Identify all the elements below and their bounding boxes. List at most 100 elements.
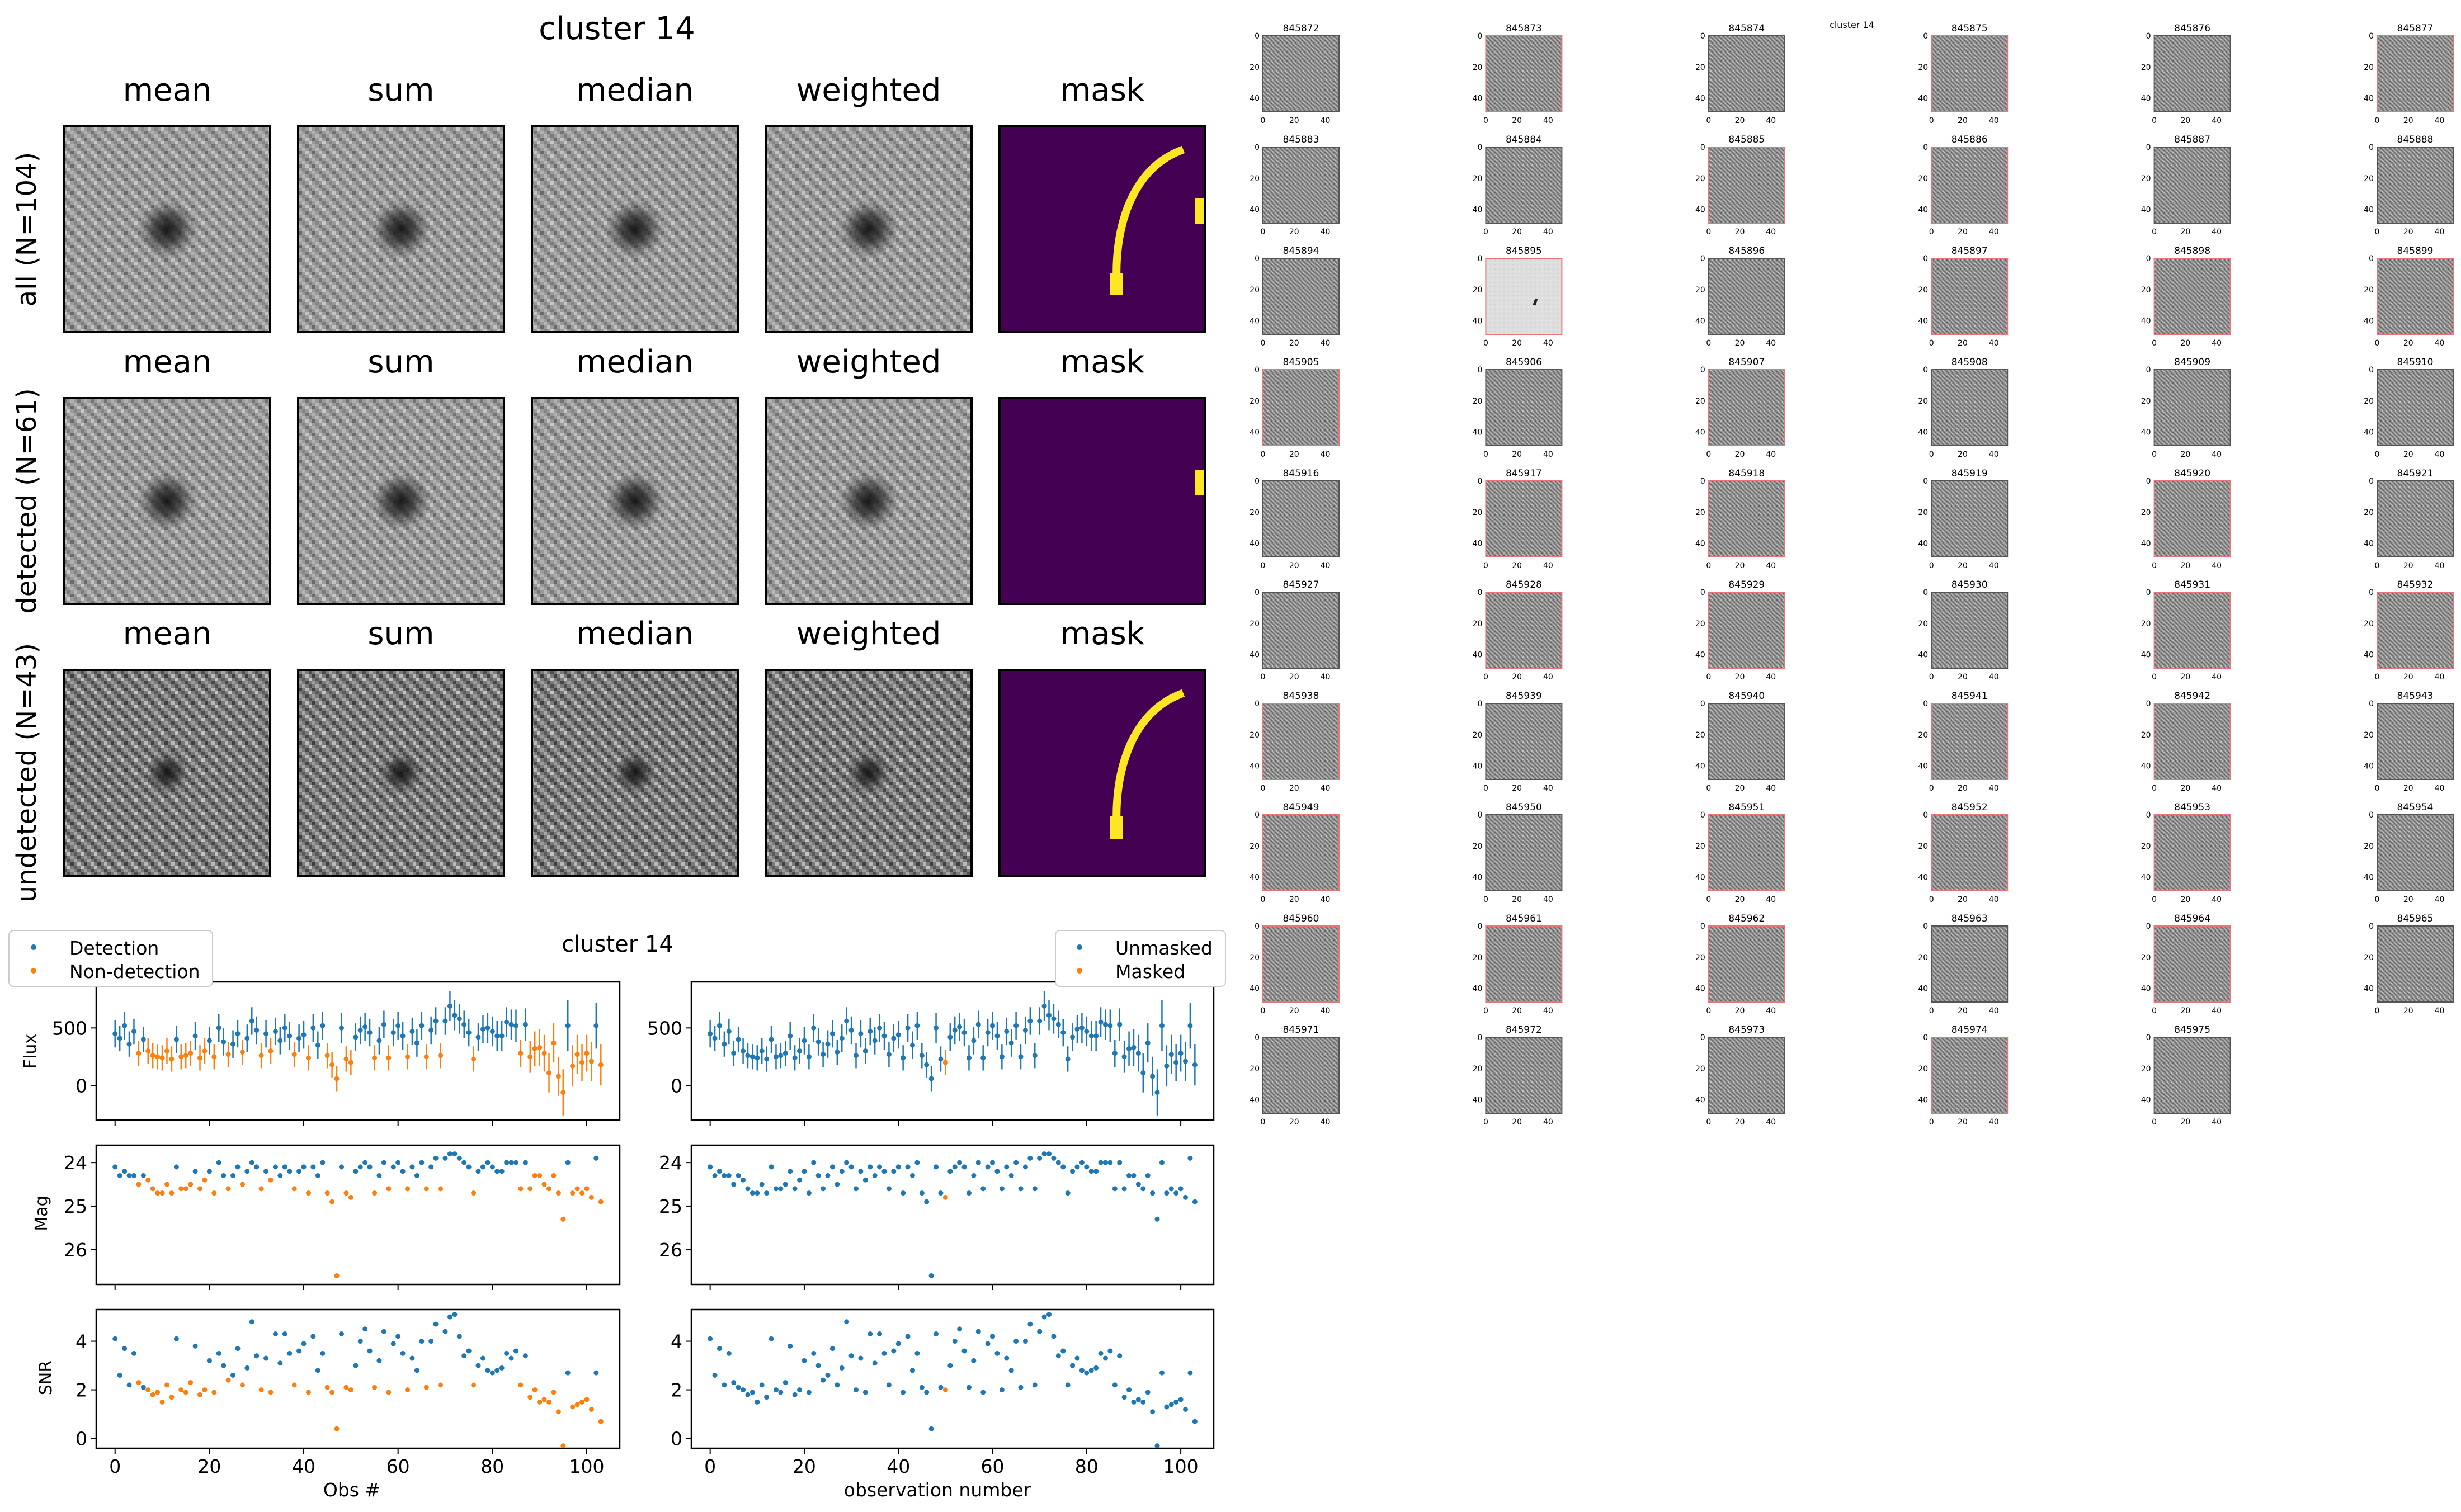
mag-ytick-label: 24: [64, 1152, 87, 1174]
thumbnail-ytick-label: 20: [2364, 174, 2374, 183]
thumbnail-xtick-label: 40: [2435, 561, 2445, 570]
thumbnail-ytick-label: 40: [2364, 985, 2374, 994]
thumbnail-xtick-label: 20: [1735, 784, 1745, 793]
thumbnail-xtick-label: 20: [1289, 1118, 1299, 1127]
flux-point: [508, 1022, 514, 1027]
thumbnail-ytick-label: 20: [2141, 953, 2151, 962]
snr-point: [442, 1329, 448, 1334]
flux-point: [522, 1022, 528, 1027]
thumbnail-ytick-label: 40: [1250, 428, 1260, 437]
thumbnail-image: [1708, 592, 1785, 668]
mag-point: [376, 1173, 382, 1178]
mag-point: [708, 1164, 713, 1170]
thumbnail-frame: [1262, 35, 1340, 112]
thumbnail-ytick-label: 40: [2364, 762, 2374, 771]
mag-point: [1070, 1169, 1076, 1174]
snr-point: [990, 1334, 996, 1339]
flux-ytick-label: 0: [76, 1075, 87, 1097]
snr-point: [169, 1395, 175, 1400]
snr-point: [759, 1382, 765, 1388]
thumbnail-ytick-label: 20: [1473, 620, 1483, 629]
thumbnail-ytick-label: 20: [1695, 953, 1705, 962]
mag-point: [934, 1164, 939, 1170]
thumbnail-ytick-label: 20: [2141, 508, 2151, 517]
thumbnail-xtick-label: 20: [2403, 1007, 2413, 1015]
snr-point: [438, 1382, 444, 1388]
thumbnail-xtick-label: 20: [1958, 784, 1968, 793]
thumbnail-ytick-label: 40: [2141, 762, 2151, 771]
thumbnail-xtick-label: 0: [1261, 895, 1266, 904]
thumbnail-xtick-label: 0: [1929, 116, 1934, 125]
thumbnail-ytick-label: 0: [1700, 922, 1705, 931]
thumbnail-xtick-label: 40: [2212, 561, 2222, 570]
mag-point: [438, 1186, 444, 1192]
stamp-frame: [765, 397, 973, 605]
mag-point: [541, 1182, 547, 1187]
snr-point: [1131, 1399, 1137, 1405]
flux-point: [1013, 1023, 1019, 1028]
flux-point: [1187, 1023, 1193, 1028]
thumbnail-frame: [1708, 925, 1785, 1003]
snr-point: [329, 1390, 335, 1395]
thumbnail-id-label: 845951: [1728, 802, 1765, 813]
source-blob: [372, 472, 430, 530]
thumbnail-image: [2377, 926, 2453, 1002]
thumbnail-ytick-label: 0: [1255, 1033, 1260, 1042]
thumbnail-frame: [1262, 258, 1340, 335]
thumbnail-id-label: 845916: [1283, 468, 1319, 479]
stamp-frame: [531, 669, 739, 877]
mask-image: [1000, 126, 1205, 332]
snr-point: [999, 1387, 1005, 1393]
thumbnail-id-label: 845907: [1728, 357, 1765, 368]
flux-point: [1084, 1029, 1090, 1034]
mag-point: [759, 1182, 765, 1187]
thumbnail-ytick-label: 0: [2146, 254, 2151, 263]
flux-point: [169, 1056, 175, 1062]
thumbnail-ytick-label: 0: [2146, 477, 2151, 486]
thumbnail-frame: [1708, 703, 1785, 780]
flux-point: [1112, 1051, 1118, 1056]
mag-point: [263, 1169, 269, 1174]
flux-point: [901, 1055, 906, 1061]
thumbnail-xtick-label: 40: [1766, 450, 1776, 459]
stamp-column-title: weighted: [796, 344, 941, 380]
flux-point: [980, 1055, 986, 1061]
thumbnail-id-label: 845939: [1506, 691, 1542, 702]
thumbnail-ytick-label: 20: [1695, 842, 1705, 851]
snr-point: [1145, 1390, 1151, 1395]
snr-point: [518, 1382, 524, 1388]
thumbnail-ytick-label: 40: [2141, 206, 2151, 215]
mag-point: [588, 1194, 594, 1200]
mag-point: [745, 1186, 751, 1192]
mag-point: [942, 1194, 948, 1200]
mag-point: [1164, 1190, 1170, 1196]
snr-point: [844, 1319, 850, 1325]
mag-point: [909, 1173, 915, 1178]
snr-point: [428, 1339, 434, 1344]
thumbnail-image: [1708, 1037, 1785, 1113]
thumbnail-xtick-label: 40: [2435, 895, 2445, 904]
mag-point: [584, 1186, 590, 1192]
snr-point: [541, 1397, 547, 1402]
snr-point: [305, 1390, 311, 1395]
snr-point: [985, 1341, 991, 1346]
mag-point: [1037, 1155, 1043, 1161]
thumbnail-ytick-label: 0: [1923, 811, 1928, 820]
flux-point: [909, 1042, 915, 1048]
mag-point: [905, 1164, 911, 1170]
thumbnail-frame: [2377, 35, 2454, 112]
mag-ytick-label: 25: [659, 1196, 682, 1217]
thumbnail-xtick-label: 0: [1706, 561, 1711, 570]
thumbnail-xtick-label: 0: [2375, 784, 2380, 793]
flux-point: [886, 1052, 892, 1057]
flux-point: [239, 1050, 245, 1055]
thumbnail-xtick-label: 0: [1929, 228, 1934, 237]
flux-point: [155, 1054, 161, 1060]
snr-point: [239, 1382, 245, 1388]
flux-point: [1018, 1054, 1024, 1060]
thumbnail-image: [1931, 481, 2008, 557]
thumbnail-xtick-label: 20: [2180, 561, 2190, 570]
mag-point: [513, 1160, 518, 1165]
mag-point: [169, 1190, 175, 1196]
thumbnail-ytick-label: 0: [1923, 366, 1928, 375]
